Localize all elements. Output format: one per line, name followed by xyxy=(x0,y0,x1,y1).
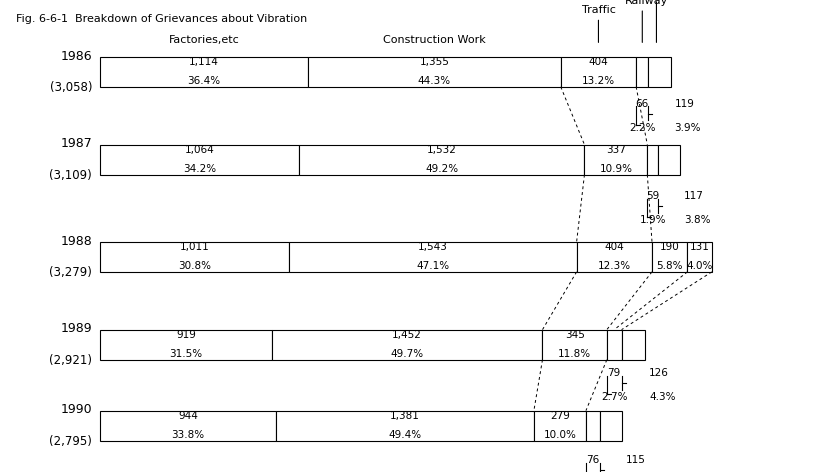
Text: 117: 117 xyxy=(684,191,704,201)
Bar xyxy=(277,411,534,441)
Text: Fig. 6-6-1  Breakdown of Grievances about Vibration: Fig. 6-6-1 Breakdown of Grievances about… xyxy=(16,14,308,24)
Text: Construction Work: Construction Work xyxy=(383,35,486,45)
Text: 12.3%: 12.3% xyxy=(598,261,631,271)
Text: 404: 404 xyxy=(588,57,608,67)
Text: 1988: 1988 xyxy=(60,235,92,247)
Bar xyxy=(100,144,299,175)
Bar xyxy=(622,329,645,360)
Bar xyxy=(272,329,543,360)
Bar xyxy=(543,329,607,360)
Text: 33.8%: 33.8% xyxy=(171,430,205,440)
Text: 1,114: 1,114 xyxy=(189,57,219,67)
Text: 5.8%: 5.8% xyxy=(656,261,683,271)
Text: 36.4%: 36.4% xyxy=(188,76,220,86)
Text: (3,279): (3,279) xyxy=(49,266,92,279)
Bar xyxy=(100,57,308,87)
Text: (3,058): (3,058) xyxy=(50,81,92,94)
Text: 919: 919 xyxy=(176,330,196,340)
Text: 2.7%: 2.7% xyxy=(601,392,628,402)
Bar xyxy=(584,144,647,175)
Text: 126: 126 xyxy=(649,368,669,378)
Text: 1,532: 1,532 xyxy=(427,145,456,155)
Text: 1.9%: 1.9% xyxy=(640,215,666,225)
Bar xyxy=(299,144,584,175)
Text: 1,452: 1,452 xyxy=(392,330,422,340)
Text: 119: 119 xyxy=(675,99,694,109)
Bar xyxy=(652,242,687,272)
Text: (2,921): (2,921) xyxy=(49,354,92,367)
Text: 1,381: 1,381 xyxy=(390,411,420,421)
Bar xyxy=(649,57,671,87)
Text: 59: 59 xyxy=(646,191,659,201)
Text: 1986: 1986 xyxy=(60,50,92,63)
Bar xyxy=(600,411,622,441)
Text: 44.3%: 44.3% xyxy=(418,76,451,86)
Text: 404: 404 xyxy=(605,242,624,252)
Text: 30.8%: 30.8% xyxy=(178,261,211,271)
Text: 49.2%: 49.2% xyxy=(425,164,458,174)
Text: 13.2%: 13.2% xyxy=(582,76,615,86)
Bar xyxy=(586,411,600,441)
Bar xyxy=(687,242,712,272)
Bar xyxy=(100,411,277,441)
Bar xyxy=(289,242,577,272)
Text: (2,795): (2,795) xyxy=(49,435,92,448)
Bar xyxy=(607,329,622,360)
Bar xyxy=(100,329,272,360)
Text: 1989: 1989 xyxy=(60,322,92,336)
Text: 49.7%: 49.7% xyxy=(391,349,424,359)
Bar xyxy=(647,144,659,175)
Text: 47.1%: 47.1% xyxy=(416,261,450,271)
Text: (3,109): (3,109) xyxy=(50,169,92,182)
Text: 1,355: 1,355 xyxy=(419,57,450,67)
Text: 1,011: 1,011 xyxy=(180,242,210,252)
Text: 2.2%: 2.2% xyxy=(629,123,655,133)
Text: 115: 115 xyxy=(626,455,645,465)
Text: 3.8%: 3.8% xyxy=(684,215,711,225)
Bar xyxy=(100,242,289,272)
Bar xyxy=(659,144,681,175)
Bar xyxy=(534,411,586,441)
Text: Traffic: Traffic xyxy=(582,5,615,15)
Text: 3.9%: 3.9% xyxy=(675,123,701,133)
Text: 49.4%: 49.4% xyxy=(388,430,422,440)
Text: 1990: 1990 xyxy=(60,404,92,416)
Bar xyxy=(308,57,561,87)
Text: 337: 337 xyxy=(606,145,626,155)
Text: 79: 79 xyxy=(608,368,621,378)
Text: 11.8%: 11.8% xyxy=(558,349,592,359)
Bar xyxy=(577,242,652,272)
Text: 345: 345 xyxy=(565,330,584,340)
Text: 190: 190 xyxy=(660,242,680,252)
Text: 76: 76 xyxy=(587,455,600,465)
Text: 279: 279 xyxy=(550,411,570,421)
Text: 31.5%: 31.5% xyxy=(169,349,202,359)
Text: 10.0%: 10.0% xyxy=(543,430,576,440)
Text: 4.0%: 4.0% xyxy=(686,261,713,271)
Text: 944: 944 xyxy=(178,411,198,421)
Text: 1,543: 1,543 xyxy=(418,242,448,252)
Text: 4.3%: 4.3% xyxy=(649,392,676,402)
Text: Railway: Railway xyxy=(625,0,668,6)
Text: Factories,etc: Factories,etc xyxy=(169,35,239,45)
Text: 131: 131 xyxy=(690,242,710,252)
Text: 1,064: 1,064 xyxy=(184,145,215,155)
Text: 1987: 1987 xyxy=(60,137,92,151)
Text: 66: 66 xyxy=(636,99,649,109)
Text: 10.9%: 10.9% xyxy=(600,164,632,174)
Text: 34.2%: 34.2% xyxy=(183,164,216,174)
Bar xyxy=(636,57,649,87)
Bar xyxy=(561,57,636,87)
